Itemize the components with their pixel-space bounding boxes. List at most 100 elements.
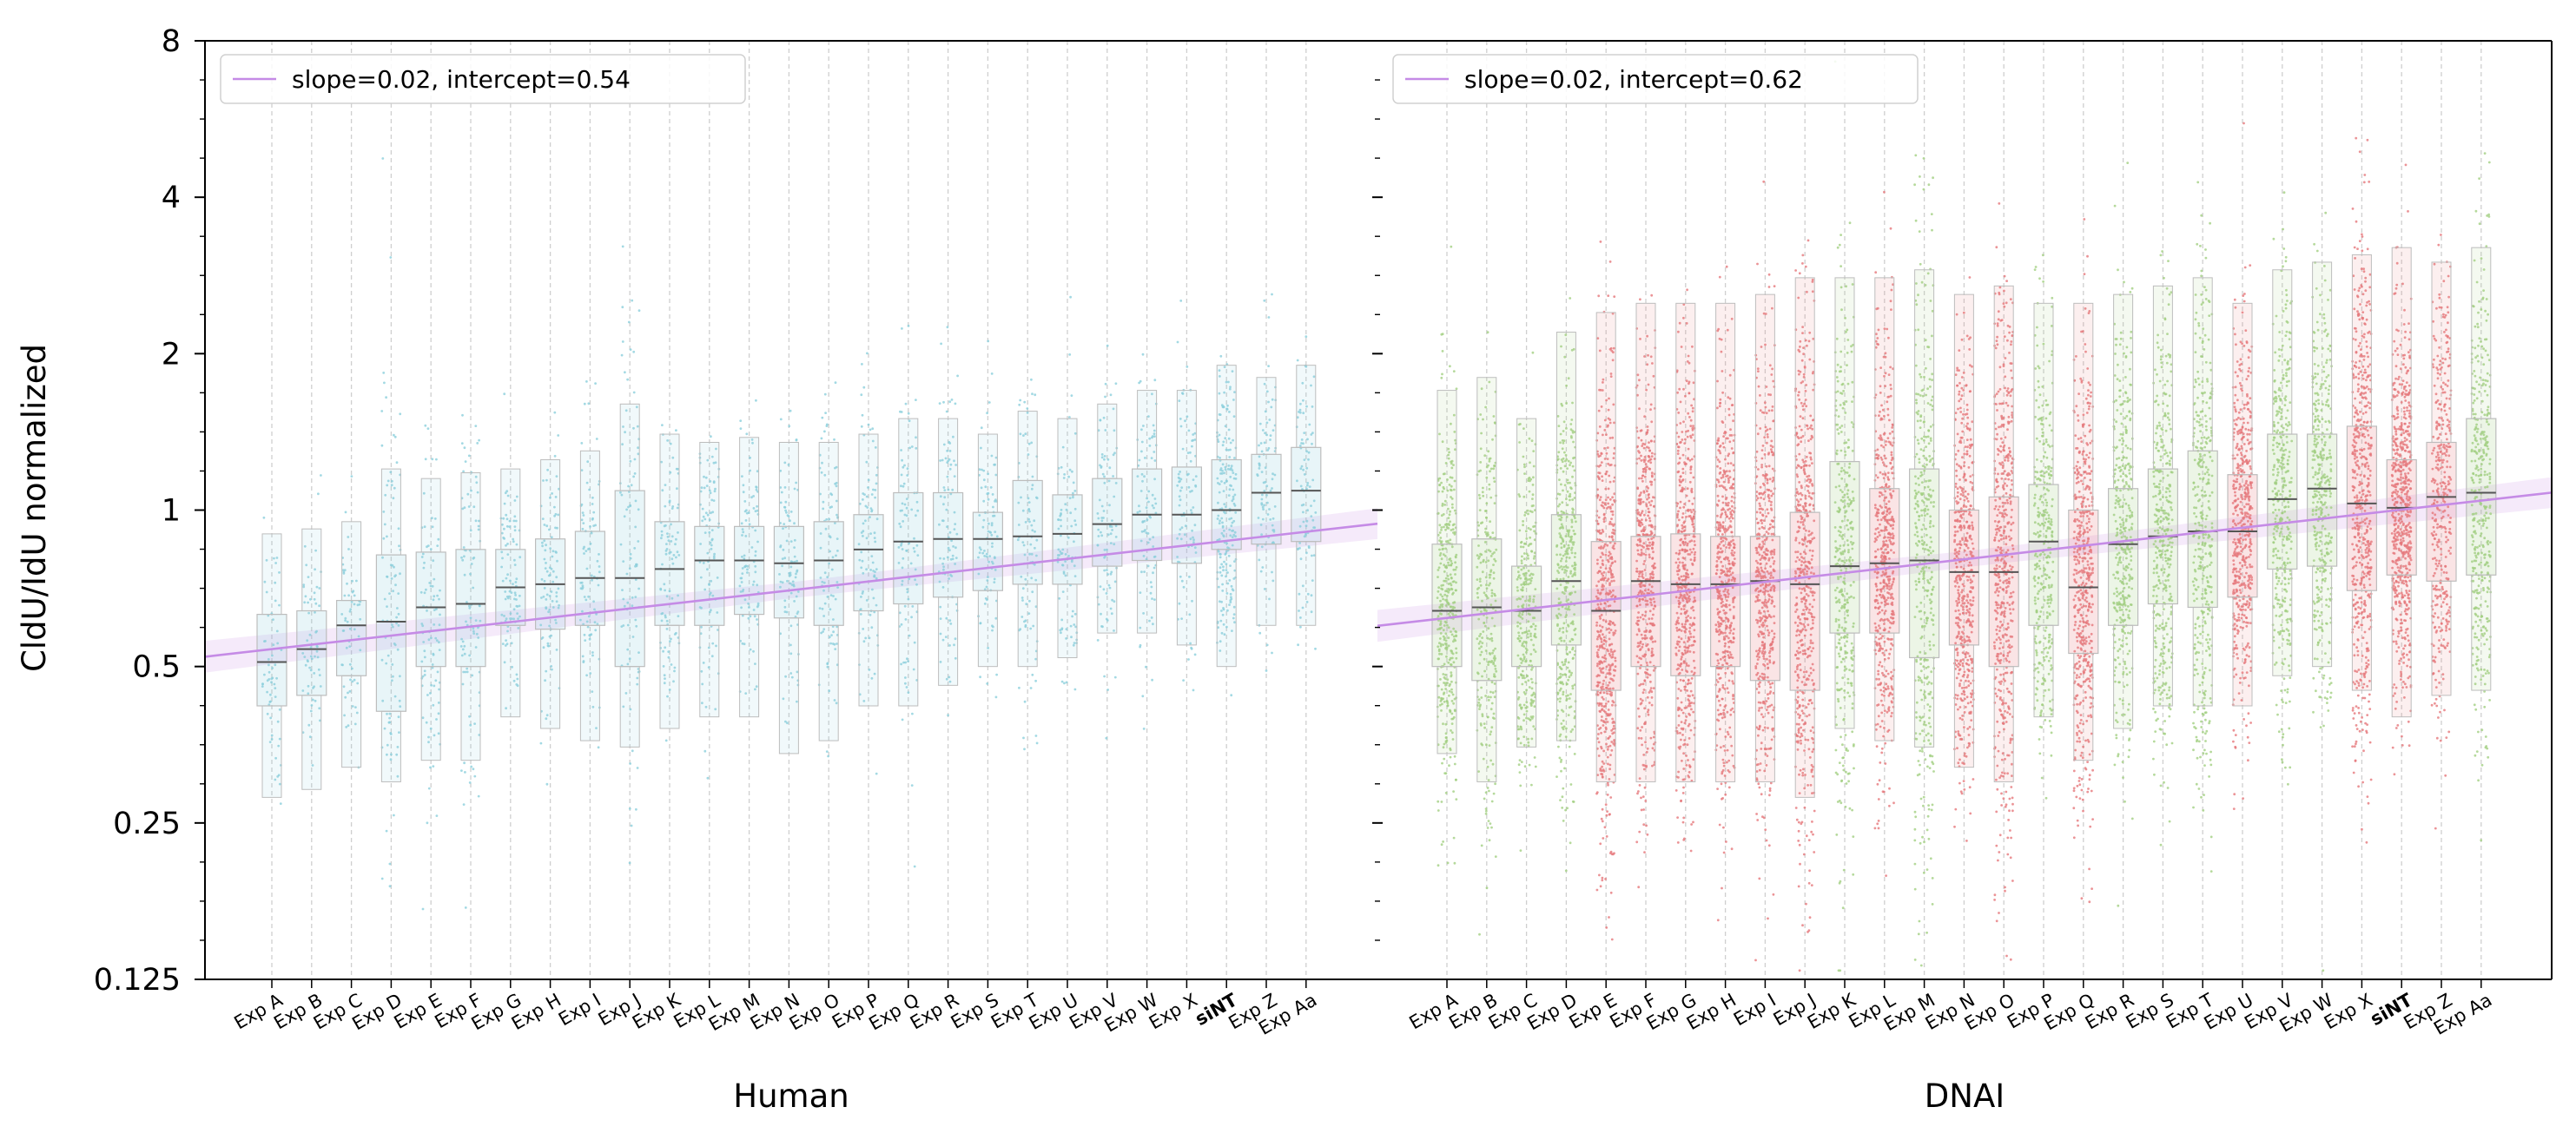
data-point — [739, 419, 743, 422]
data-point — [1559, 761, 1562, 763]
box-iqr — [1052, 494, 1083, 585]
data-point — [263, 580, 267, 583]
data-point — [272, 618, 274, 621]
data-point — [1299, 625, 1302, 629]
data-point — [938, 402, 941, 405]
data-point — [1019, 399, 1022, 402]
data-point — [1104, 382, 1107, 385]
data-point — [1601, 876, 1604, 880]
data-point — [461, 413, 464, 417]
data-point — [1105, 736, 1108, 740]
data-point — [344, 511, 347, 514]
data-point — [308, 633, 312, 636]
box-lower-tail — [460, 666, 481, 761]
box-exp-s — [972, 433, 1004, 668]
data-point — [1609, 796, 1613, 799]
data-point — [462, 470, 465, 473]
data-point — [275, 557, 279, 559]
box-exp-d — [375, 468, 406, 782]
data-point — [1604, 803, 1608, 807]
data-point — [1613, 295, 1616, 298]
data-point — [1601, 879, 1604, 882]
data-point — [1023, 748, 1026, 751]
data-point — [1271, 651, 1273, 655]
box-exp-h — [534, 458, 566, 729]
data-point — [907, 412, 910, 415]
data-point — [1484, 791, 1488, 794]
box-upper-tail — [739, 437, 760, 527]
box-iqr — [256, 613, 287, 707]
data-point — [630, 824, 633, 827]
box-iqr — [972, 511, 1004, 591]
data-point — [393, 435, 397, 438]
data-point — [1104, 395, 1106, 399]
data-point — [827, 755, 829, 758]
data-point — [621, 340, 624, 343]
data-point — [1452, 790, 1455, 793]
data-point — [307, 601, 309, 604]
box-iqr — [1211, 458, 1242, 550]
box-upper-tail — [1057, 418, 1078, 496]
data-point — [553, 411, 557, 414]
box-exp-t — [1012, 411, 1043, 668]
data-point — [1187, 658, 1190, 661]
data-point — [460, 769, 463, 772]
data-point — [1638, 830, 1641, 834]
data-point — [1440, 376, 1443, 379]
data-point — [302, 583, 306, 586]
data-point — [315, 585, 319, 589]
data-point — [907, 325, 910, 327]
data-point — [274, 599, 277, 603]
data-point — [1023, 400, 1027, 404]
box-exp-m — [733, 437, 765, 718]
data-point — [1557, 745, 1560, 748]
box-lower-tail — [301, 695, 322, 790]
data-point — [304, 663, 307, 667]
data-point — [1608, 916, 1610, 919]
data-point — [979, 675, 981, 679]
data-point — [626, 378, 629, 381]
data-point — [1452, 836, 1456, 840]
data-point — [597, 746, 600, 749]
box-exp-q — [893, 418, 924, 707]
data-point — [275, 676, 278, 680]
data-point — [1640, 808, 1643, 812]
data-point — [706, 776, 710, 780]
data-point — [1573, 753, 1576, 755]
data-point — [664, 739, 668, 742]
data-point — [314, 610, 316, 614]
data-point — [1608, 813, 1611, 816]
data-point — [947, 714, 949, 717]
data-point — [900, 411, 903, 413]
data-point — [860, 425, 863, 428]
data-point — [1455, 387, 1458, 391]
data-point — [261, 685, 264, 688]
data-point — [304, 595, 307, 598]
data-point — [1034, 735, 1038, 737]
data-point — [1023, 700, 1027, 703]
data-point — [1109, 393, 1113, 397]
data-point — [1440, 333, 1443, 336]
box-iqr — [415, 551, 446, 668]
data-point — [1556, 775, 1558, 778]
box-upper-tail — [540, 458, 561, 540]
data-point — [1605, 926, 1608, 929]
data-point — [1443, 757, 1446, 761]
data-point — [426, 427, 430, 430]
box-exp-aa — [1291, 365, 1322, 626]
data-point — [1230, 694, 1233, 697]
data-point — [309, 669, 313, 672]
data-point — [866, 352, 869, 355]
data-point — [1569, 783, 1573, 786]
data-point — [1035, 741, 1039, 745]
data-point — [910, 784, 914, 787]
data-point — [315, 649, 319, 653]
box-lower-tail — [261, 705, 282, 798]
data-point — [553, 454, 557, 458]
data-point — [278, 603, 281, 607]
data-point — [1478, 932, 1481, 936]
data-point — [268, 678, 271, 681]
box-lower-tail — [1256, 544, 1277, 626]
box-upper-tail — [1097, 403, 1118, 479]
data-point — [1219, 354, 1223, 358]
